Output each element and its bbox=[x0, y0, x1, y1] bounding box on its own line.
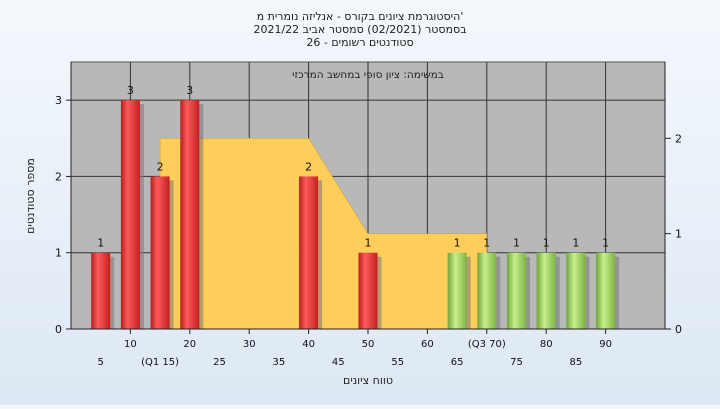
bar-value-label: 1 bbox=[572, 237, 579, 250]
bar-value-label: 1 bbox=[454, 237, 461, 250]
y-axis-title: מספר סטודנטים bbox=[24, 158, 37, 234]
x-tick-label: 80 bbox=[540, 339, 553, 350]
y-tick-label-left: 3 bbox=[55, 94, 62, 107]
chart-subtitle: במשימה: ציון סופי במחשב המרכזי bbox=[292, 69, 444, 81]
bar-8 bbox=[477, 252, 497, 329]
bar-value-label: 1 bbox=[365, 237, 372, 250]
bar-6 bbox=[358, 252, 378, 329]
x-tick-label: 65 bbox=[451, 357, 464, 368]
x-tick-label: 35 bbox=[273, 357, 286, 368]
y-tick-label-right: 1 bbox=[675, 228, 682, 241]
x-tick-label: 45 bbox=[332, 357, 345, 368]
x-tick-label: 85 bbox=[570, 357, 583, 368]
bar-value-label: 3 bbox=[127, 84, 134, 97]
bar-9 bbox=[507, 252, 526, 329]
x-tick-label: 40 bbox=[302, 339, 315, 350]
y-tick-label-left: 0 bbox=[55, 323, 62, 336]
bar-value-label: 1 bbox=[97, 237, 104, 250]
x-tick-label: 90 bbox=[599, 339, 612, 350]
y-tick-label-left: 1 bbox=[55, 247, 62, 260]
bar-4 bbox=[180, 100, 200, 330]
bar-value-label: 1 bbox=[513, 237, 520, 250]
x-tick-label: 60 bbox=[421, 339, 434, 350]
x-tick-label: 10 bbox=[124, 339, 137, 350]
x-tick-label: 25 bbox=[213, 357, 226, 368]
bar-value-labels: 1 3 2 3 2 1 1 1 1 1 1 1 bbox=[97, 84, 609, 250]
bar-7 bbox=[447, 252, 467, 329]
bar-series bbox=[91, 100, 620, 330]
x-axis-title: טווח ציונים bbox=[343, 374, 393, 387]
x-tick-label: (Q1 15) bbox=[141, 357, 179, 368]
bar-3 bbox=[150, 176, 170, 329]
bar-value-label: 2 bbox=[305, 160, 312, 173]
bar-12 bbox=[596, 252, 616, 329]
bar-1 bbox=[91, 252, 111, 329]
y-tick-label-right: 0 bbox=[675, 323, 682, 336]
y-axis-right: 0 1 2 bbox=[664, 62, 682, 336]
chart-title-line-1: היסטוגרמת ציונים בקורס - אנליזה נומרית מ… bbox=[257, 10, 464, 23]
x-tick-label: 50 bbox=[362, 339, 375, 350]
x-tick-label: 20 bbox=[183, 339, 196, 350]
y-axis-left: 0 1 2 3 bbox=[55, 62, 72, 336]
y-tick-label-left: 2 bbox=[55, 170, 62, 183]
bar-value-label: 1 bbox=[483, 237, 490, 250]
bar-value-label: 2 bbox=[157, 160, 164, 173]
chart-title-line-3: סטודנטים רשומים - 26 bbox=[306, 36, 413, 49]
bar-10 bbox=[536, 252, 556, 329]
bar-5 bbox=[299, 176, 319, 329]
x-axis: 10 20 30 40 50 60 (Q3 70) 80 90 5 (Q1 15) 25 35 45 55 6… bbox=[71, 328, 665, 368]
bar-11 bbox=[566, 252, 586, 329]
x-tick-label: 30 bbox=[243, 339, 256, 350]
chart-title-line-2: בסמסטר (02/2021) סמסטר אביב 2021/22 bbox=[253, 23, 466, 36]
x-tick-label: 55 bbox=[391, 357, 404, 368]
bar-value-label: 1 bbox=[543, 237, 550, 250]
x-tick-label: 5 bbox=[98, 357, 104, 368]
bar-2 bbox=[120, 100, 140, 330]
x-tick-label: 75 bbox=[510, 357, 523, 368]
bar-value-label: 1 bbox=[602, 237, 609, 250]
bar-value-label: 3 bbox=[186, 84, 193, 97]
y-tick-label-right: 2 bbox=[675, 132, 682, 145]
x-tick-label: (Q3 70) bbox=[468, 339, 506, 350]
